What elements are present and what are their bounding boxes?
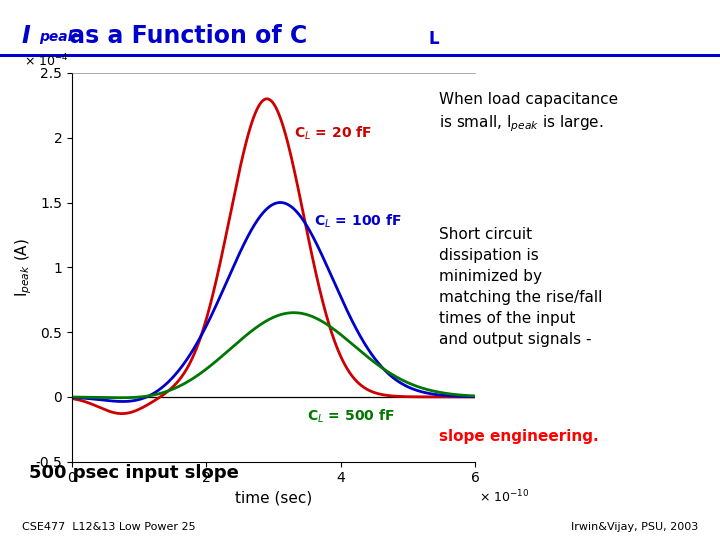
Text: slope engineering.: slope engineering.	[439, 429, 599, 444]
Text: L: L	[428, 30, 439, 48]
Text: Irwin&Vijay, PSU, 2003: Irwin&Vijay, PSU, 2003	[571, 522, 698, 532]
Text: I: I	[22, 24, 30, 48]
Text: C$_L$ = 500 fF: C$_L$ = 500 fF	[307, 407, 395, 424]
Y-axis label: I$_{peak}$ (A): I$_{peak}$ (A)	[14, 238, 34, 297]
Text: C$_L$ = 100 fF: C$_L$ = 100 fF	[314, 213, 402, 230]
Text: as a Function of C: as a Function of C	[61, 24, 307, 48]
Text: 500 psec input slope: 500 psec input slope	[29, 464, 238, 482]
Text: When load capacitance
is small, I$_{peak}$ is large.: When load capacitance is small, I$_{peak…	[439, 92, 618, 134]
Text: CSE477  L12&13 Low Power 25: CSE477 L12&13 Low Power 25	[22, 522, 195, 532]
Text: $\times$ 10$^{-4}$: $\times$ 10$^{-4}$	[24, 52, 68, 69]
Text: Short circuit
dissipation is
minimized by
matching the rise/fall
times of the in: Short circuit dissipation is minimized b…	[439, 227, 603, 347]
Text: $\times$ 10$^{-10}$: $\times$ 10$^{-10}$	[480, 489, 530, 505]
Text: peak: peak	[40, 30, 78, 44]
Text: C$_L$ = 20 fF: C$_L$ = 20 fF	[294, 125, 372, 142]
FancyBboxPatch shape	[0, 54, 720, 57]
X-axis label: time (sec): time (sec)	[235, 491, 312, 506]
